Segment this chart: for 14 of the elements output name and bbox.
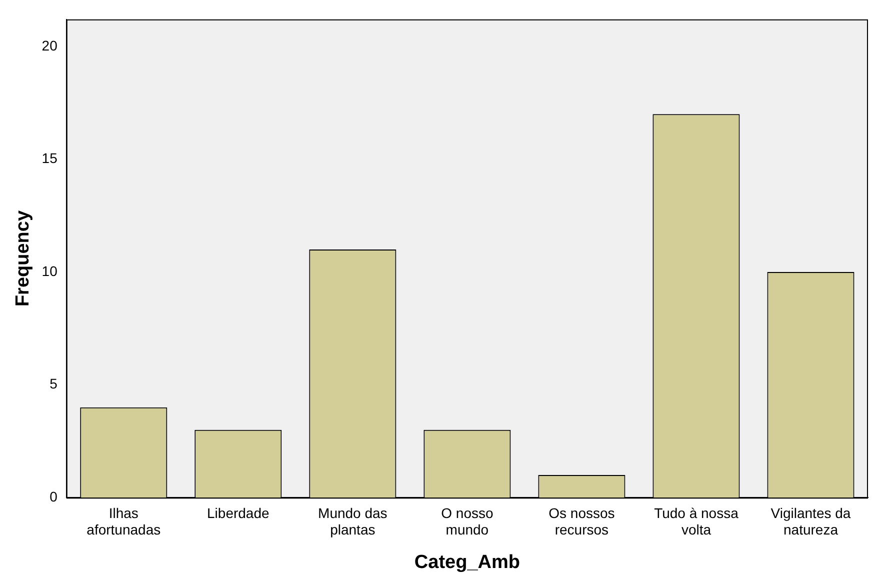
y-tick-label: 10 <box>42 262 58 279</box>
x-tick-label: O nosso mundo <box>441 504 494 538</box>
y-tick-label: 20 <box>42 37 58 54</box>
x-tick-label: Tudo à nossa volta <box>654 504 739 538</box>
y-tick-label: 0 <box>50 488 58 504</box>
y-axis-title: Frequency <box>12 210 34 307</box>
x-tick-label: Vigilantes da natureza <box>770 504 851 538</box>
x-tick-label: Ilhas afortunadas <box>86 504 161 538</box>
x-tick-label: Liberdade <box>207 504 270 521</box>
y-tick-label: 15 <box>42 150 58 166</box>
x-axis-title: Categ_Amb <box>414 552 520 573</box>
x-tick-label: Os nossos recursos <box>548 504 615 538</box>
y-tick-label: 5 <box>50 376 58 392</box>
x-tick-label: Mundo das plantas <box>318 504 388 538</box>
